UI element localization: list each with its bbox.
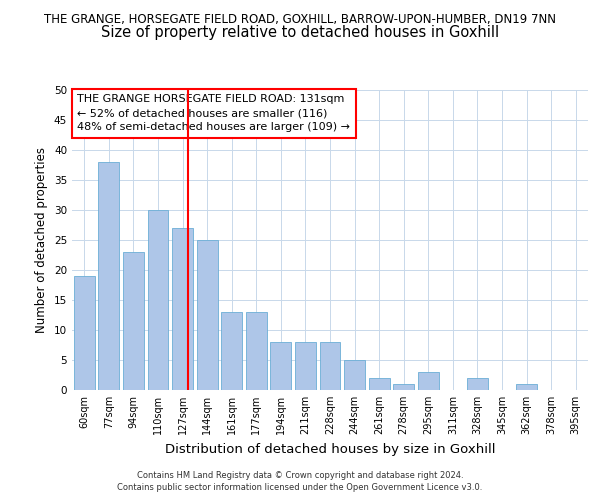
Bar	[368, 378, 389, 390]
Bar	[295, 342, 316, 390]
Bar	[221, 312, 242, 390]
Bar	[148, 210, 169, 390]
Text: Contains HM Land Registry data © Crown copyright and database right 2024.
Contai: Contains HM Land Registry data © Crown c…	[118, 471, 482, 492]
Y-axis label: Number of detached properties: Number of detached properties	[35, 147, 49, 333]
Bar	[393, 384, 414, 390]
Text: THE GRANGE HORSEGATE FIELD ROAD: 131sqm
← 52% of detached houses are smaller (11: THE GRANGE HORSEGATE FIELD ROAD: 131sqm …	[77, 94, 350, 132]
Text: Size of property relative to detached houses in Goxhill: Size of property relative to detached ho…	[101, 25, 499, 40]
Bar	[246, 312, 267, 390]
Bar	[320, 342, 340, 390]
Text: THE GRANGE, HORSEGATE FIELD ROAD, GOXHILL, BARROW-UPON-HUMBER, DN19 7NN: THE GRANGE, HORSEGATE FIELD ROAD, GOXHIL…	[44, 12, 556, 26]
Bar	[197, 240, 218, 390]
Bar	[344, 360, 365, 390]
Bar	[123, 252, 144, 390]
Bar	[271, 342, 292, 390]
Bar	[418, 372, 439, 390]
Bar	[172, 228, 193, 390]
Bar	[467, 378, 488, 390]
Bar	[74, 276, 95, 390]
Bar	[98, 162, 119, 390]
X-axis label: Distribution of detached houses by size in Goxhill: Distribution of detached houses by size …	[165, 442, 495, 456]
Bar	[516, 384, 537, 390]
